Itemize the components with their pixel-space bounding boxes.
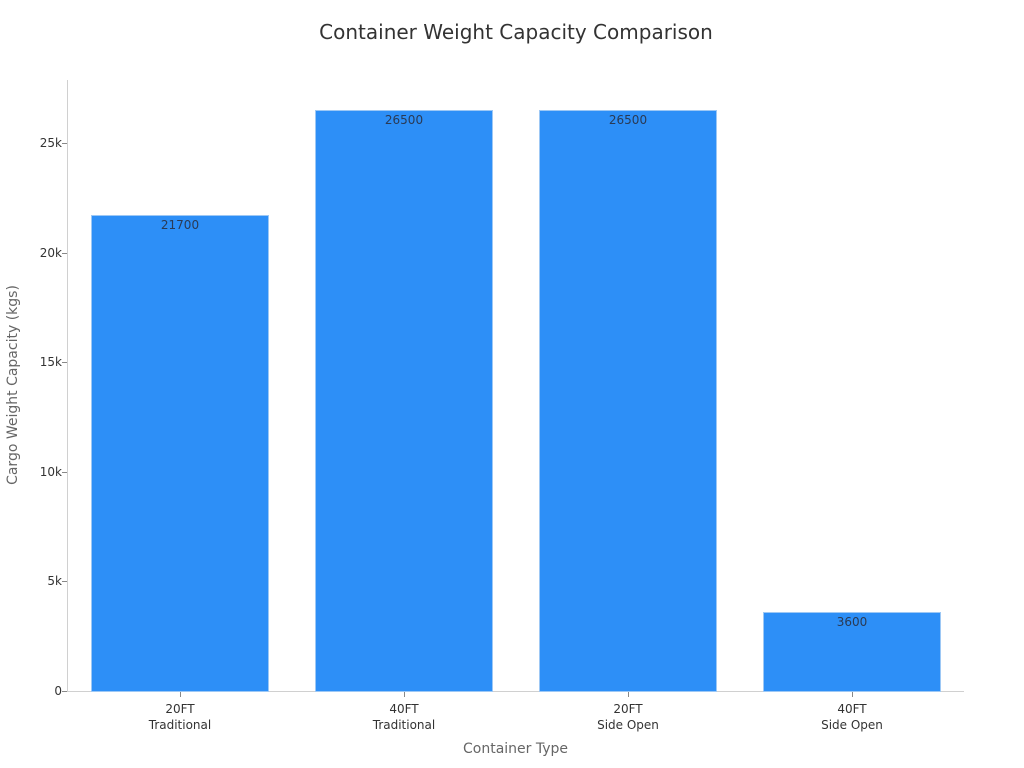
y-tick-label: 25k: [39, 136, 62, 150]
y-tick-label: 5k: [47, 574, 62, 589]
x-tick-label: 40FT Side Open: [763, 701, 941, 733]
x-tick-label-line: Traditional: [372, 718, 436, 732]
x-tick-mark: [852, 692, 853, 697]
x-tick-label: 20FT Side Open: [539, 701, 717, 733]
y-tick-mark: [62, 471, 67, 473]
bar-value-label: 26500: [608, 113, 648, 128]
y-tick-mark: [62, 362, 67, 364]
x-tick-label: 40FT Traditional: [315, 701, 493, 733]
x-tick-mark: [404, 692, 405, 697]
bar-value-label: 26500: [384, 113, 424, 128]
chart-title: Container Weight Capacity Comparison: [319, 20, 713, 44]
bar: [315, 110, 493, 692]
y-tick-mark: [62, 581, 67, 583]
bar-value-label: 21700: [160, 218, 200, 233]
x-tick-label-line: 20FT: [165, 702, 195, 716]
x-tick-label-line: Side Open: [821, 718, 883, 732]
y-tick-mark: [62, 143, 67, 144]
y-axis-line: [67, 80, 68, 692]
x-tick-label-line: 40FT: [389, 702, 419, 716]
y-tick-label: 10k: [39, 464, 62, 479]
x-tick-label-line: Traditional: [148, 718, 212, 732]
bar-value-label: 3600: [836, 615, 868, 630]
y-tick-mark: [62, 252, 67, 254]
x-tick-label-line: Side Open: [597, 718, 659, 732]
y-axis-label: Cargo Weight Capacity (kgs): [5, 285, 21, 485]
bar: [91, 215, 269, 692]
x-tick-label-line: 20FT: [613, 702, 643, 716]
x-tick-mark: [180, 692, 181, 697]
x-axis-label: Container Type: [462, 741, 569, 757]
x-tick-label: 20FT Traditional: [91, 701, 269, 733]
bar: [539, 110, 717, 692]
y-tick-mark: [62, 691, 67, 692]
y-tick-label: 0: [54, 684, 62, 698]
y-tick-label: 20k: [39, 245, 62, 260]
x-axis-line: [67, 691, 964, 692]
bar: [763, 612, 941, 692]
x-tick-label-line: 40FT: [837, 702, 867, 716]
y-tick-label: 15k: [39, 355, 62, 370]
x-tick-mark: [628, 692, 629, 697]
